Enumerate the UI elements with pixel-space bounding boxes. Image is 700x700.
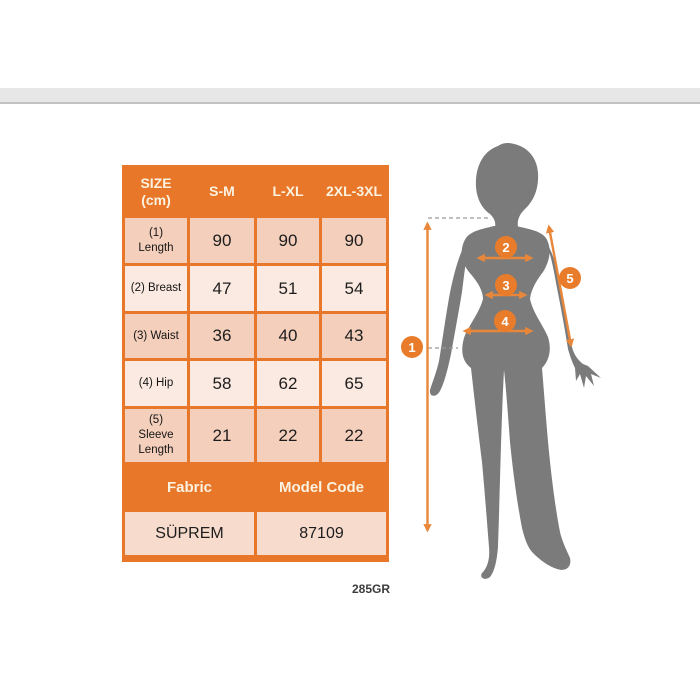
row-sleeve-label: (5) Sleeve Length bbox=[125, 409, 187, 462]
row-breast-label: (2) Breast bbox=[125, 266, 187, 311]
row-hip-lxl: 62 bbox=[257, 361, 319, 406]
header-2xl-3xl: 2XL-3XL bbox=[322, 168, 386, 215]
marker-2-breast: 2 bbox=[495, 236, 517, 258]
header-s-m: S-M bbox=[190, 168, 254, 215]
size-chart-table: SIZE (cm) S-M L-XL 2XL-3XL (1) Length 90… bbox=[122, 165, 389, 562]
marker-4-hip: 4 bbox=[494, 310, 516, 332]
marker-3-waist: 3 bbox=[495, 274, 517, 296]
row-waist-2xl3xl: 43 bbox=[322, 314, 386, 358]
row-length-2xl3xl: 90 bbox=[322, 218, 386, 263]
row-length-label: (1) Length bbox=[125, 218, 187, 263]
marker-5-sleeve: 5 bbox=[559, 267, 581, 289]
row-breast-sm: 47 bbox=[190, 266, 254, 311]
silhouette-body bbox=[461, 226, 571, 579]
top-gray-bar bbox=[0, 88, 700, 104]
footer-model-code-value: 87109 bbox=[257, 512, 386, 555]
footer-model-code-header: Model Code bbox=[257, 465, 386, 509]
measurement-diagram bbox=[423, 143, 601, 579]
marker-1-length: 1 bbox=[401, 336, 423, 358]
row-length-sm: 90 bbox=[190, 218, 254, 263]
row-waist-sm: 36 bbox=[190, 314, 254, 358]
header-l-xl: L-XL bbox=[257, 168, 319, 215]
header-size-cm: SIZE (cm) bbox=[125, 168, 187, 215]
footer-fabric-value: SÜPREM bbox=[125, 512, 254, 555]
row-waist-label: (3) Waist bbox=[125, 314, 187, 358]
silhouette-right-arm bbox=[545, 240, 601, 388]
row-waist-lxl: 40 bbox=[257, 314, 319, 358]
row-hip-label: (4) Hip bbox=[125, 361, 187, 406]
row-hip-sm: 58 bbox=[190, 361, 254, 406]
weight-note: 285GR bbox=[352, 582, 391, 596]
silhouette-head bbox=[475, 143, 539, 227]
row-sleeve-sm: 21 bbox=[190, 409, 254, 462]
row-sleeve-lxl: 22 bbox=[257, 409, 319, 462]
silhouette-left-arm bbox=[429, 240, 469, 396]
row-sleeve-2xl3xl: 22 bbox=[322, 409, 386, 462]
row-length-lxl: 90 bbox=[257, 218, 319, 263]
row-hip-2xl3xl: 65 bbox=[322, 361, 386, 406]
sleeve-arrow bbox=[545, 224, 575, 348]
footer-fabric-header: Fabric bbox=[125, 465, 254, 509]
row-breast-lxl: 51 bbox=[257, 266, 319, 311]
row-breast-2xl3xl: 54 bbox=[322, 266, 386, 311]
